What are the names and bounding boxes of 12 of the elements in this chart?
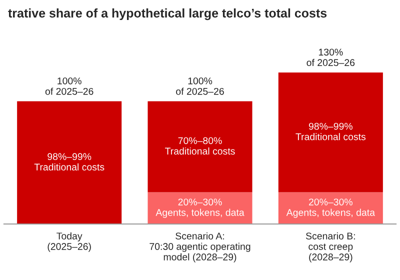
- total-label: 100% of 2025–26: [45, 77, 94, 95]
- annotation: 20%–30% Agents, tokens, data: [286, 198, 375, 218]
- annotation: 70%–80% Traditional costs: [165, 137, 235, 155]
- chart-title: trative share of a hypothetical large telco’s total costs: [8, 8, 327, 20]
- x-tick-label: Scenario B: cost creep (2028–29): [306, 232, 355, 262]
- annotation: 98%–99% Traditional costs: [296, 122, 366, 140]
- x-tick-label: Scenario A: 70:30 agentic operating model (2028–29): [150, 232, 250, 262]
- total-label: 100% of 2025–26: [176, 77, 224, 95]
- x-tick-label: Today (2025–26): [48, 232, 91, 252]
- total-label: 130% of 2025–26: [306, 48, 355, 66]
- annotation: 20%–30% Agents, tokens, data: [156, 198, 244, 218]
- annotation: 98%–99% Traditional costs: [34, 153, 104, 170]
